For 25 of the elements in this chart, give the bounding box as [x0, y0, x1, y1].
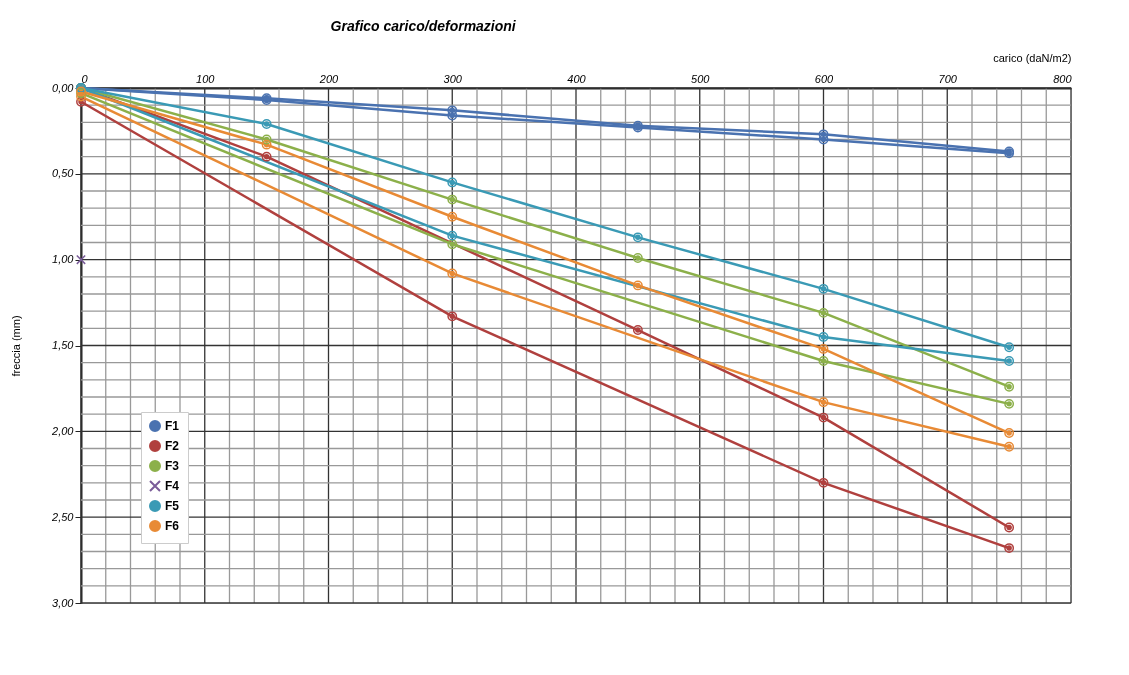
x-tick-label: 0: [81, 72, 89, 85]
x-tick-label: 300: [443, 72, 463, 85]
y-tick-label: 2,00: [51, 424, 75, 437]
x-tick-label: 600: [814, 72, 835, 85]
x-tick-label: 200: [318, 72, 340, 85]
y-tick-label: 2,50: [51, 510, 75, 523]
x-tick-label: 800: [1053, 72, 1073, 85]
legend-label: F6: [165, 519, 180, 533]
y-tick-label: 3,00: [52, 596, 75, 609]
x-tick-label: 400: [567, 72, 587, 85]
legend-label: F4: [165, 479, 180, 493]
x-tick-label: 100: [196, 72, 216, 85]
y-tick-label: 1,50: [52, 339, 75, 351]
y-axis-title: freccia (mm): [10, 315, 23, 377]
legend-label: F1: [165, 419, 180, 433]
x-tick-label: 700: [938, 72, 958, 85]
y-tick-label: 0,50: [52, 167, 75, 180]
legend-label: F5: [165, 499, 180, 513]
chart-title: Grafico carico/deformazioni: [330, 18, 517, 34]
y-tick-label: 1,00: [52, 253, 75, 266]
y-tick-label: 0,00: [52, 81, 75, 94]
legend-label: F3: [165, 459, 180, 473]
legend-label: F2: [165, 439, 180, 453]
x-tick-label: 500: [691, 72, 711, 85]
x-axis-title: carico (daN/m2): [993, 51, 1072, 64]
